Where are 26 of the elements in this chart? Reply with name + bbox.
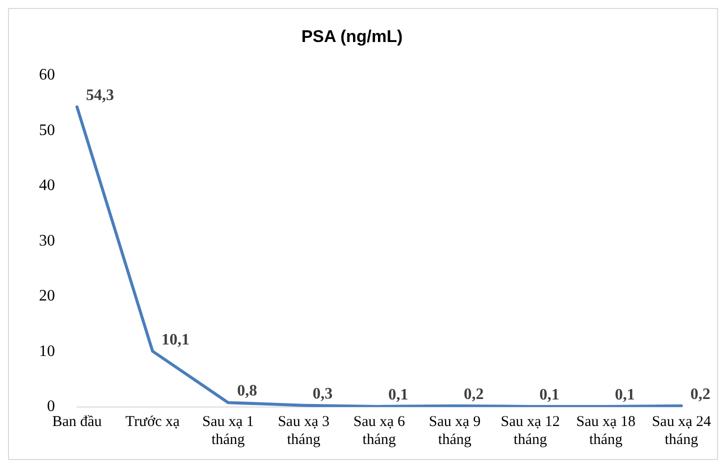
y-tick-label: 10 bbox=[39, 342, 55, 360]
y-tick-label: 0 bbox=[47, 398, 55, 416]
chart-title: PSA (ng/mL) bbox=[301, 26, 403, 46]
y-tick-label: 20 bbox=[39, 288, 55, 305]
text: 10,1 bbox=[162, 331, 190, 348]
text: 54,3 bbox=[86, 87, 114, 104]
text: 0,2 bbox=[690, 386, 710, 404]
x-tick-label: Sau xạ 3 tháng bbox=[278, 414, 330, 448]
text: 0,1 bbox=[614, 386, 635, 404]
x-tick-label: Ban đầu bbox=[52, 414, 102, 430]
text: 0,2 bbox=[464, 386, 484, 404]
y-tick-label: 40 bbox=[39, 177, 55, 194]
y-tick-label: 60 bbox=[39, 66, 55, 84]
x-tick-label: Sau xạ 9 tháng bbox=[428, 414, 481, 448]
x-tick-label: Sau xạ 18 tháng bbox=[576, 414, 636, 448]
text: 0,1 bbox=[539, 386, 560, 404]
x-tick-label: Trước xạ bbox=[125, 414, 180, 430]
x-tick-label: Sau xạ 12 tháng bbox=[500, 414, 560, 448]
y-tick-label: 30 bbox=[39, 232, 55, 250]
x-tick-label: Sau xạ 6 tháng bbox=[353, 414, 406, 448]
x-tick-label: Sau xạ 1 tháng bbox=[202, 414, 254, 448]
text: 0,3 bbox=[312, 385, 333, 402]
y-tick-label: 50 bbox=[39, 122, 55, 139]
x-tick-label: Sau xạ 24 tháng bbox=[652, 414, 712, 448]
text: 0,8 bbox=[237, 382, 258, 400]
text: 0,1 bbox=[388, 386, 408, 404]
